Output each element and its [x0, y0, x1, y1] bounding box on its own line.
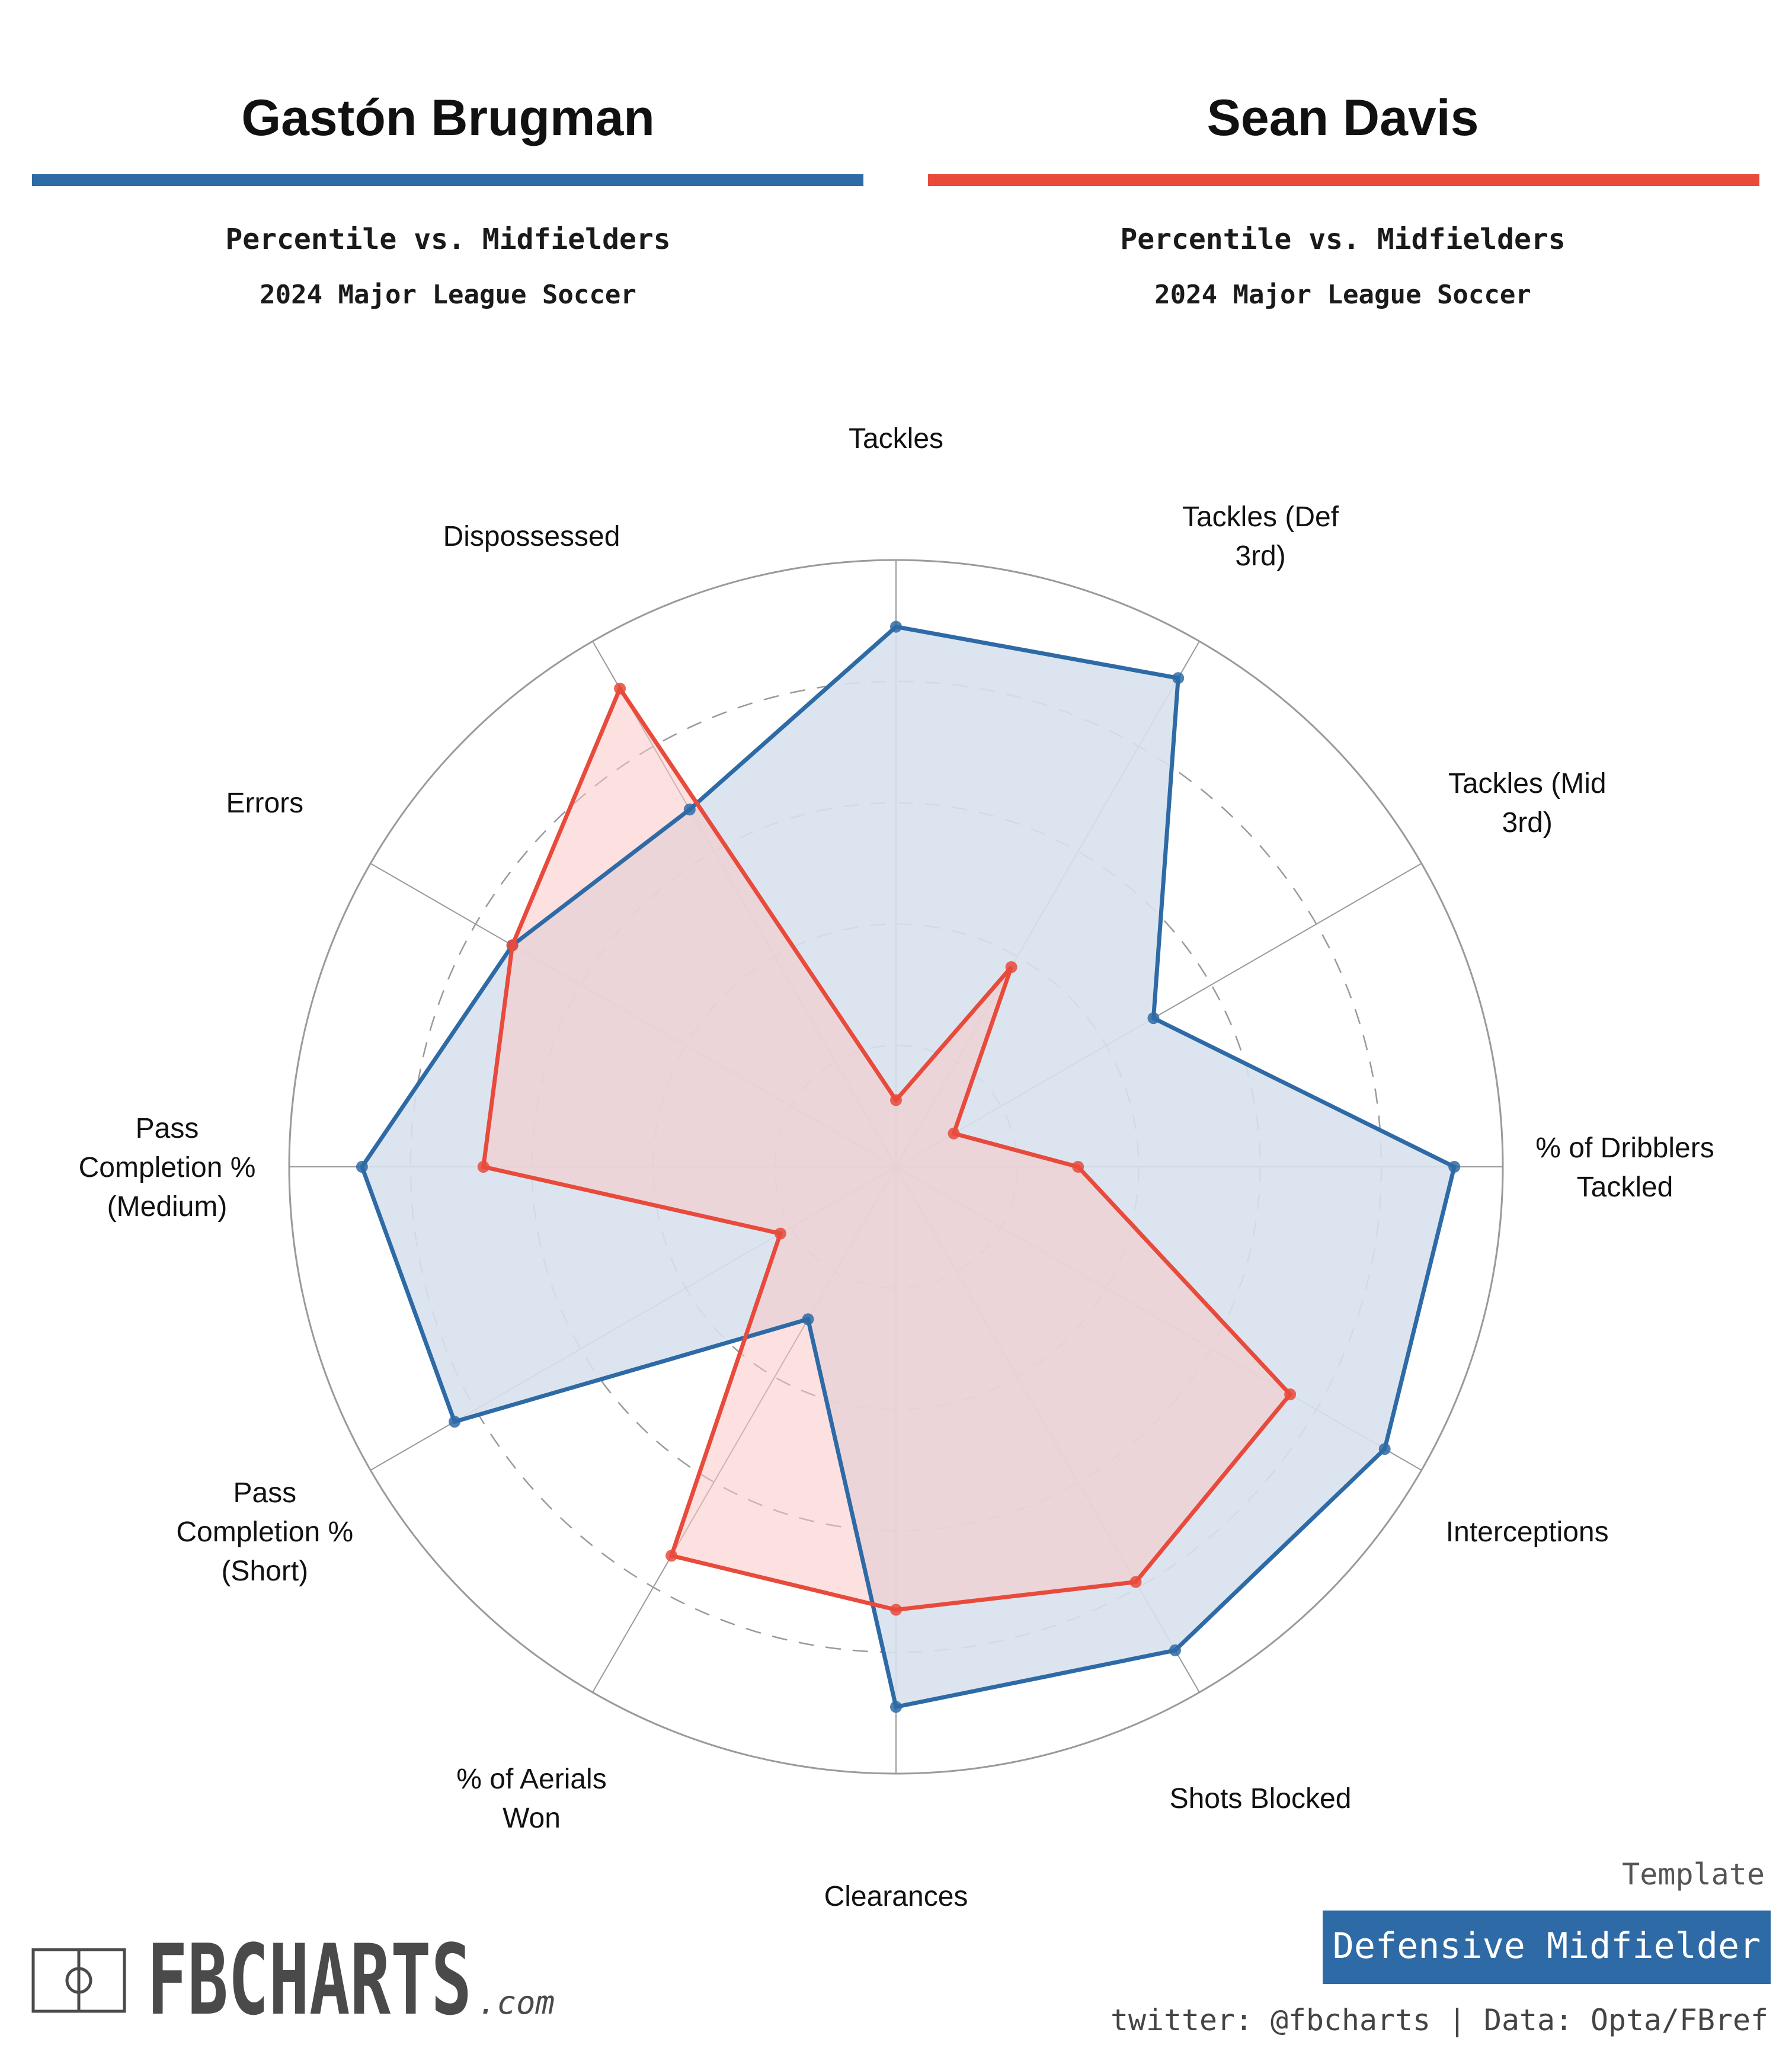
axis-label-4-line-2: Tackled	[1577, 1172, 1673, 1203]
player1-point-3	[1147, 1012, 1160, 1025]
axis-label-5-line-1: Interceptions	[1446, 1516, 1609, 1548]
axis-label-10-line-2: Completion %	[79, 1152, 256, 1183]
player1-competition: 2024 Major League Soccer	[260, 280, 636, 310]
axis-label-8: % of Aerials Won	[456, 1764, 606, 1834]
player2-name: Sean Davis	[1207, 89, 1479, 146]
player2-point-8	[665, 1550, 678, 1562]
player2-area	[483, 689, 1291, 1610]
axis-label-9-line-3: (Short)	[221, 1556, 308, 1587]
player2-point-12	[614, 683, 626, 695]
axis-label-3-line-2: 3rd)	[1502, 807, 1553, 839]
player2-point-10	[477, 1161, 489, 1173]
fbcharts-logo: FBCHARTS .com	[31, 1924, 555, 2037]
player2-color-bar	[928, 174, 1759, 186]
axis-label-10: Pass Completion % (Medium)	[79, 1113, 256, 1223]
player1-subtitle: Percentile vs. Midfielders	[225, 223, 670, 256]
player2-point-1	[890, 1094, 902, 1106]
axis-label-7: Clearances	[824, 1881, 968, 1912]
player2-point-4	[1072, 1161, 1084, 1173]
axis-label-5: Interceptions	[1446, 1516, 1609, 1548]
pitch-center-circle	[65, 1967, 92, 1994]
axis-label-12: Dispossessed	[443, 521, 620, 552]
axis-label-3-line-1: Tackles (Mid	[1448, 768, 1607, 799]
player1-name: Gastón Brugman	[241, 89, 655, 146]
axis-label-7-line-1: Clearances	[824, 1881, 968, 1912]
axis-label-11: Errors	[226, 788, 303, 819]
axis-label-10-line-3: (Medium)	[107, 1191, 228, 1223]
player1-point-4	[1448, 1161, 1461, 1173]
player1-point-8	[802, 1313, 814, 1326]
template-badge	[1323, 1911, 1771, 1984]
axis-label-6: Shots Blocked	[1170, 1783, 1352, 1815]
axis-label-2-line-2: 3rd)	[1235, 540, 1285, 572]
axis-label-8-line-2: Won	[503, 1803, 561, 1834]
axis-label-10-line-1: Pass	[136, 1113, 199, 1144]
axis-label-9-line-2: Completion %	[176, 1516, 353, 1548]
axis-label-2-line-1: Tackles (Def	[1182, 501, 1339, 533]
logo-suffix: .com	[478, 1984, 555, 2021]
credits-text: twitter: @fbcharts | Data: Opta/FBref	[1111, 2003, 1768, 2037]
player2-point-6	[1129, 1576, 1142, 1588]
axis-label-8-line-1: % of Aerials	[456, 1764, 606, 1795]
player1-color-bar	[32, 174, 863, 186]
axis-label-4-line-1: % of Dribblers	[1535, 1132, 1714, 1164]
player1-point-9	[449, 1416, 461, 1428]
axis-label-1-line-1: Tackles	[849, 423, 943, 455]
axis-label-12-line-1: Dispossessed	[443, 521, 620, 552]
axis-label-9: Pass Completion % (Short)	[176, 1477, 353, 1587]
axis-label-4: % of Dribblers Tackled	[1535, 1132, 1714, 1203]
player2-point-9	[774, 1227, 786, 1240]
player2-competition: 2024 Major League Soccer	[1154, 280, 1531, 310]
player2-subtitle: Percentile vs. Midfielders	[1120, 223, 1565, 256]
player2-point-2	[1005, 961, 1017, 973]
player2-point-7	[890, 1604, 902, 1616]
axis-label-9-line-1: Pass	[233, 1477, 296, 1509]
player1-point-12	[683, 804, 696, 815]
logo-wordmark: FBCHARTS	[147, 1924, 472, 2037]
radar-series	[356, 620, 1461, 1713]
axis-label-1: Tackles	[849, 423, 943, 455]
player2-point-3	[948, 1127, 960, 1140]
player2-point-11	[506, 939, 519, 952]
axis-label-3: Tackles (Mid 3rd)	[1448, 768, 1607, 839]
player2-point-5	[1284, 1388, 1297, 1400]
template-value: Defensive Midfielder	[1333, 1925, 1761, 1967]
player1-point-6	[1169, 1644, 1181, 1656]
player1-point-1	[890, 620, 902, 633]
template-label: Template	[1622, 1857, 1765, 1892]
player1-point-7	[890, 1701, 902, 1713]
radar-axis-labels: Tackles Tackles (Def 3rd) Tackles (Mid 3rd)%…	[79, 423, 1714, 1912]
player1-point-10	[356, 1161, 368, 1173]
axis-label-2: Tackles (Def 3rd)	[1182, 501, 1339, 572]
player1-point-5	[1378, 1443, 1391, 1455]
player1-point-2	[1172, 672, 1185, 684]
axis-label-11-line-1: Errors	[226, 788, 303, 819]
axis-label-6-line-1: Shots Blocked	[1170, 1783, 1352, 1815]
